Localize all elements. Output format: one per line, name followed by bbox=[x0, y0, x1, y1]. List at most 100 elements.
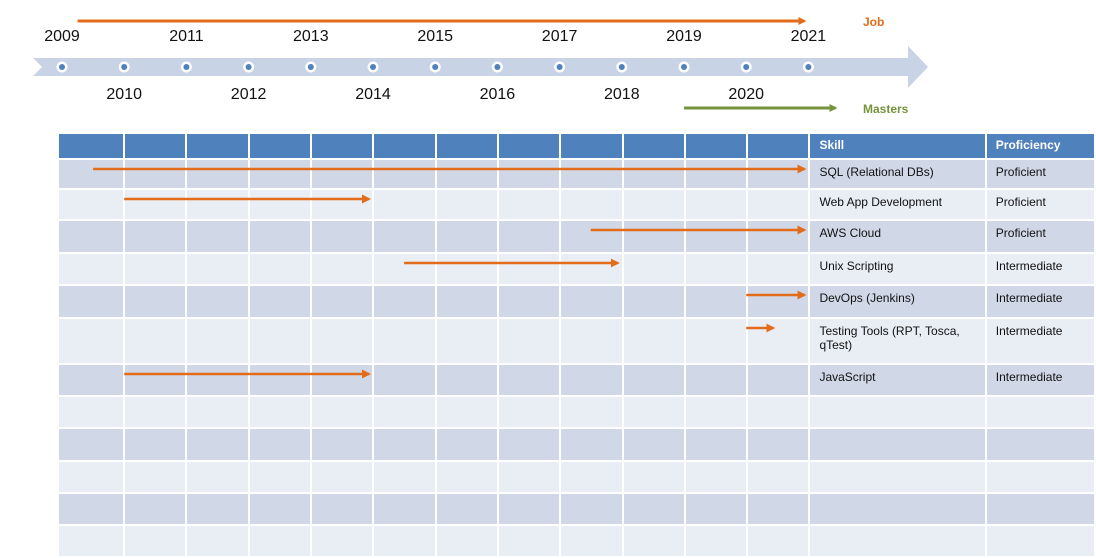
timeline-cell bbox=[621, 188, 686, 221]
timeline-cell bbox=[496, 427, 562, 462]
timeline-cell bbox=[247, 317, 313, 365]
timeline-cell bbox=[310, 219, 375, 254]
timeline-cell bbox=[746, 188, 811, 221]
timeline-cell bbox=[123, 363, 188, 397]
table-row: Web App Development Proficient bbox=[56, 188, 1096, 221]
timeline-cell bbox=[123, 252, 188, 286]
timeline-cell bbox=[310, 460, 375, 494]
skill-cell: DevOps (Jenkins) bbox=[808, 284, 987, 319]
timeline-cell bbox=[559, 284, 624, 319]
timeline-cell bbox=[621, 524, 686, 558]
timeline-cell bbox=[372, 219, 437, 254]
timeline-cell bbox=[559, 158, 624, 190]
timeline-cell bbox=[310, 317, 375, 365]
year-column-header bbox=[621, 132, 686, 160]
timeline-cell bbox=[559, 363, 624, 397]
year-column-header bbox=[56, 132, 126, 160]
timeline-cell bbox=[559, 219, 624, 254]
skill-cell bbox=[808, 492, 987, 526]
proficiency-cell bbox=[984, 492, 1096, 526]
timeline-cell bbox=[621, 317, 686, 365]
timeline-cell bbox=[496, 363, 562, 397]
timeline-cell bbox=[683, 492, 749, 526]
timeline-cell bbox=[496, 395, 562, 429]
timeline-cell bbox=[56, 252, 126, 286]
year-column-header bbox=[683, 132, 749, 160]
year-dot-2018 bbox=[616, 61, 628, 73]
year-dot-2021 bbox=[802, 61, 814, 73]
timeline-cell bbox=[123, 284, 188, 319]
timeline-cell bbox=[372, 284, 437, 319]
timeline-cell bbox=[247, 427, 313, 462]
year-dot-2020 bbox=[740, 61, 752, 73]
timeline-cell bbox=[559, 317, 624, 365]
timeline-cell bbox=[434, 252, 499, 286]
timeline-cell bbox=[621, 460, 686, 494]
legend-label-masters: Masters bbox=[863, 102, 909, 116]
skill-cell: Unix Scripting bbox=[808, 252, 987, 286]
timeline-cell bbox=[683, 219, 749, 254]
timeline-cell bbox=[372, 492, 437, 526]
timeline-cell bbox=[372, 158, 437, 190]
skill-bars bbox=[93, 164, 807, 379]
timeline-cell bbox=[621, 492, 686, 526]
year-column-header bbox=[247, 132, 313, 160]
timeline-cell bbox=[56, 395, 126, 429]
table-row bbox=[56, 460, 1096, 494]
timeline-cell bbox=[621, 284, 686, 319]
timeline-cell bbox=[496, 317, 562, 365]
year-dot-2010 bbox=[118, 61, 130, 73]
year-label-2021: 2021 bbox=[790, 28, 827, 45]
timeline-cell bbox=[746, 395, 811, 429]
timeline-cell bbox=[247, 363, 313, 397]
table-row: Unix Scripting Intermediate bbox=[56, 252, 1096, 286]
timeline-cell bbox=[621, 427, 686, 462]
year-label-2020: 2020 bbox=[728, 86, 764, 103]
timeline-cell bbox=[56, 492, 126, 526]
timeline-cell bbox=[683, 158, 749, 190]
timeline-cell bbox=[683, 252, 749, 286]
timeline-cell bbox=[496, 252, 562, 286]
skill-cell bbox=[808, 427, 987, 462]
timeline-cell bbox=[372, 188, 437, 221]
timeline-cell bbox=[123, 524, 188, 558]
proficiency-cell: Intermediate bbox=[984, 363, 1096, 397]
proficiency-cell: Intermediate bbox=[984, 252, 1096, 286]
timeline-cell bbox=[434, 317, 499, 365]
year-label-2009: 2009 bbox=[44, 28, 80, 45]
timeline-cell bbox=[372, 395, 437, 429]
timeline-cell bbox=[559, 427, 624, 462]
timeline-cell bbox=[683, 395, 749, 429]
timeline-cell bbox=[310, 492, 375, 526]
timeline-cell bbox=[434, 219, 499, 254]
timeline-cell bbox=[746, 524, 811, 558]
timeline-cell bbox=[310, 363, 375, 397]
proficiency-cell bbox=[984, 460, 1096, 494]
timeline-cell bbox=[683, 460, 749, 494]
timeline-cell bbox=[683, 524, 749, 558]
timeline-cell bbox=[559, 188, 624, 221]
year-dot-2011 bbox=[180, 61, 192, 73]
timeline-cell bbox=[123, 460, 188, 494]
timeline-cell bbox=[247, 188, 313, 221]
timeline-cell bbox=[123, 395, 188, 429]
timeline-cell bbox=[434, 188, 499, 221]
proficiency-cell bbox=[984, 427, 1096, 462]
year-dot-2017 bbox=[554, 61, 566, 73]
timeline-cell bbox=[559, 524, 624, 558]
skill-cell: Testing Tools (RPT, Tosca, qTest) bbox=[808, 317, 987, 365]
timeline-cell bbox=[247, 492, 313, 526]
timeline-cell bbox=[434, 460, 499, 494]
year-label-2019: 2019 bbox=[666, 28, 702, 45]
table-row: SQL (Relational DBs) Proficient bbox=[56, 158, 1096, 190]
table-row: Testing Tools (RPT, Tosca, qTest) Interme… bbox=[56, 317, 1096, 365]
skill-cell: SQL (Relational DBs) bbox=[808, 158, 987, 190]
year-label-2010: 2010 bbox=[106, 86, 142, 103]
timeline-cell bbox=[746, 284, 811, 319]
skill-cell: AWS Cloud bbox=[808, 219, 987, 254]
year-label-2013: 2013 bbox=[293, 28, 329, 45]
year-column-header bbox=[434, 132, 499, 160]
timeline-cell bbox=[496, 492, 562, 526]
proficiency-cell bbox=[984, 395, 1096, 429]
year-label-2011: 2011 bbox=[169, 28, 204, 45]
